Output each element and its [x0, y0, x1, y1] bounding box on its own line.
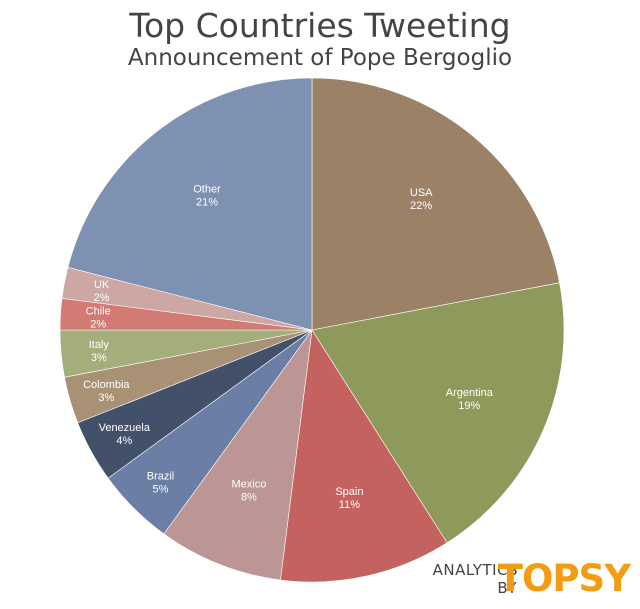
pie-slice-usa: [311, 77, 560, 331]
slice-value-usa: 22%: [410, 200, 432, 212]
slice-label-chile: Chile: [86, 306, 111, 318]
slice-label-brazil: Brazil: [147, 471, 175, 483]
slice-label-venezuela: Venezuela: [99, 422, 151, 434]
slice-label-other: Other: [193, 184, 221, 196]
slice-value-argentina: 19%: [458, 400, 480, 412]
slice-label-uk: UK: [94, 279, 110, 291]
slice-value-brazil: 5%: [153, 484, 169, 496]
chart-subtitle: Announcement of Pope Bergoglio: [127, 45, 513, 71]
slice-label-spain: Spain: [335, 486, 363, 498]
slice-label-argentina: Argentina: [446, 387, 494, 399]
branding-analytics-text: ANALYTICS: [432, 561, 518, 579]
slice-value-spain: 11%: [339, 499, 360, 511]
topsy-branding: ANALYTICS BY TOPSY: [410, 557, 631, 600]
slice-value-mexico: 8%: [241, 491, 257, 503]
branding-by-text: BY: [497, 579, 517, 597]
topsy-logo: TOPSY: [497, 557, 631, 600]
slice-value-italy: 3%: [91, 352, 107, 364]
slice-label-colombia: Colombia: [83, 379, 130, 391]
pie-slice-mexico: [163, 329, 313, 581]
pie-slice-other: [67, 77, 313, 331]
slice-value-other: 21%: [196, 197, 218, 209]
slice-value-venezuela: 4%: [116, 435, 132, 447]
pie-slices: [59, 77, 565, 583]
pie-slice-spain: [280, 329, 448, 583]
slice-label-mexico: Mexico: [231, 478, 266, 490]
slice-label-italy: Italy: [89, 339, 110, 351]
pie-slice-argentina: [311, 282, 565, 544]
slice-value-chile: 2%: [90, 319, 106, 331]
chart-title: Top Countries Tweeting: [129, 6, 511, 45]
slice-value-colombia: 3%: [98, 392, 114, 404]
slice-label-usa: USA: [410, 187, 433, 199]
slice-value-uk: 2%: [94, 292, 110, 304]
